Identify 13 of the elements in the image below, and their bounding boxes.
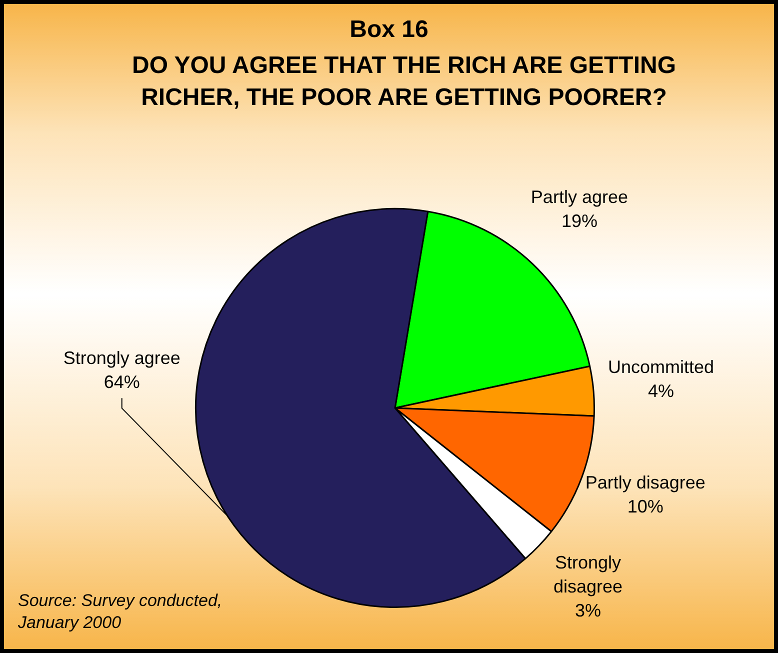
- chart-subtitle: DO YOU AGREE THAT THE RICH ARE GETTING RICHER, THE POOR ARE GETTING POORER?: [130, 51, 678, 113]
- data-label: 3%: [575, 600, 602, 620]
- data-label: 10%: [627, 496, 664, 517]
- data-label: 19%: [561, 210, 598, 231]
- source-note: Source: Survey conducted, January 2000: [18, 590, 224, 634]
- slice-label: Uncommitted: [608, 357, 714, 378]
- data-label: 64%: [104, 372, 140, 392]
- slice-label: Strongly disagree: [554, 552, 623, 596]
- data-label: 4%: [648, 381, 674, 402]
- slice-label: Partly disagree: [585, 472, 706, 493]
- slice-label: Partly agree: [530, 186, 628, 207]
- slice-label: Strongly agree: [63, 348, 180, 368]
- chart-title: Box 16: [348, 16, 430, 44]
